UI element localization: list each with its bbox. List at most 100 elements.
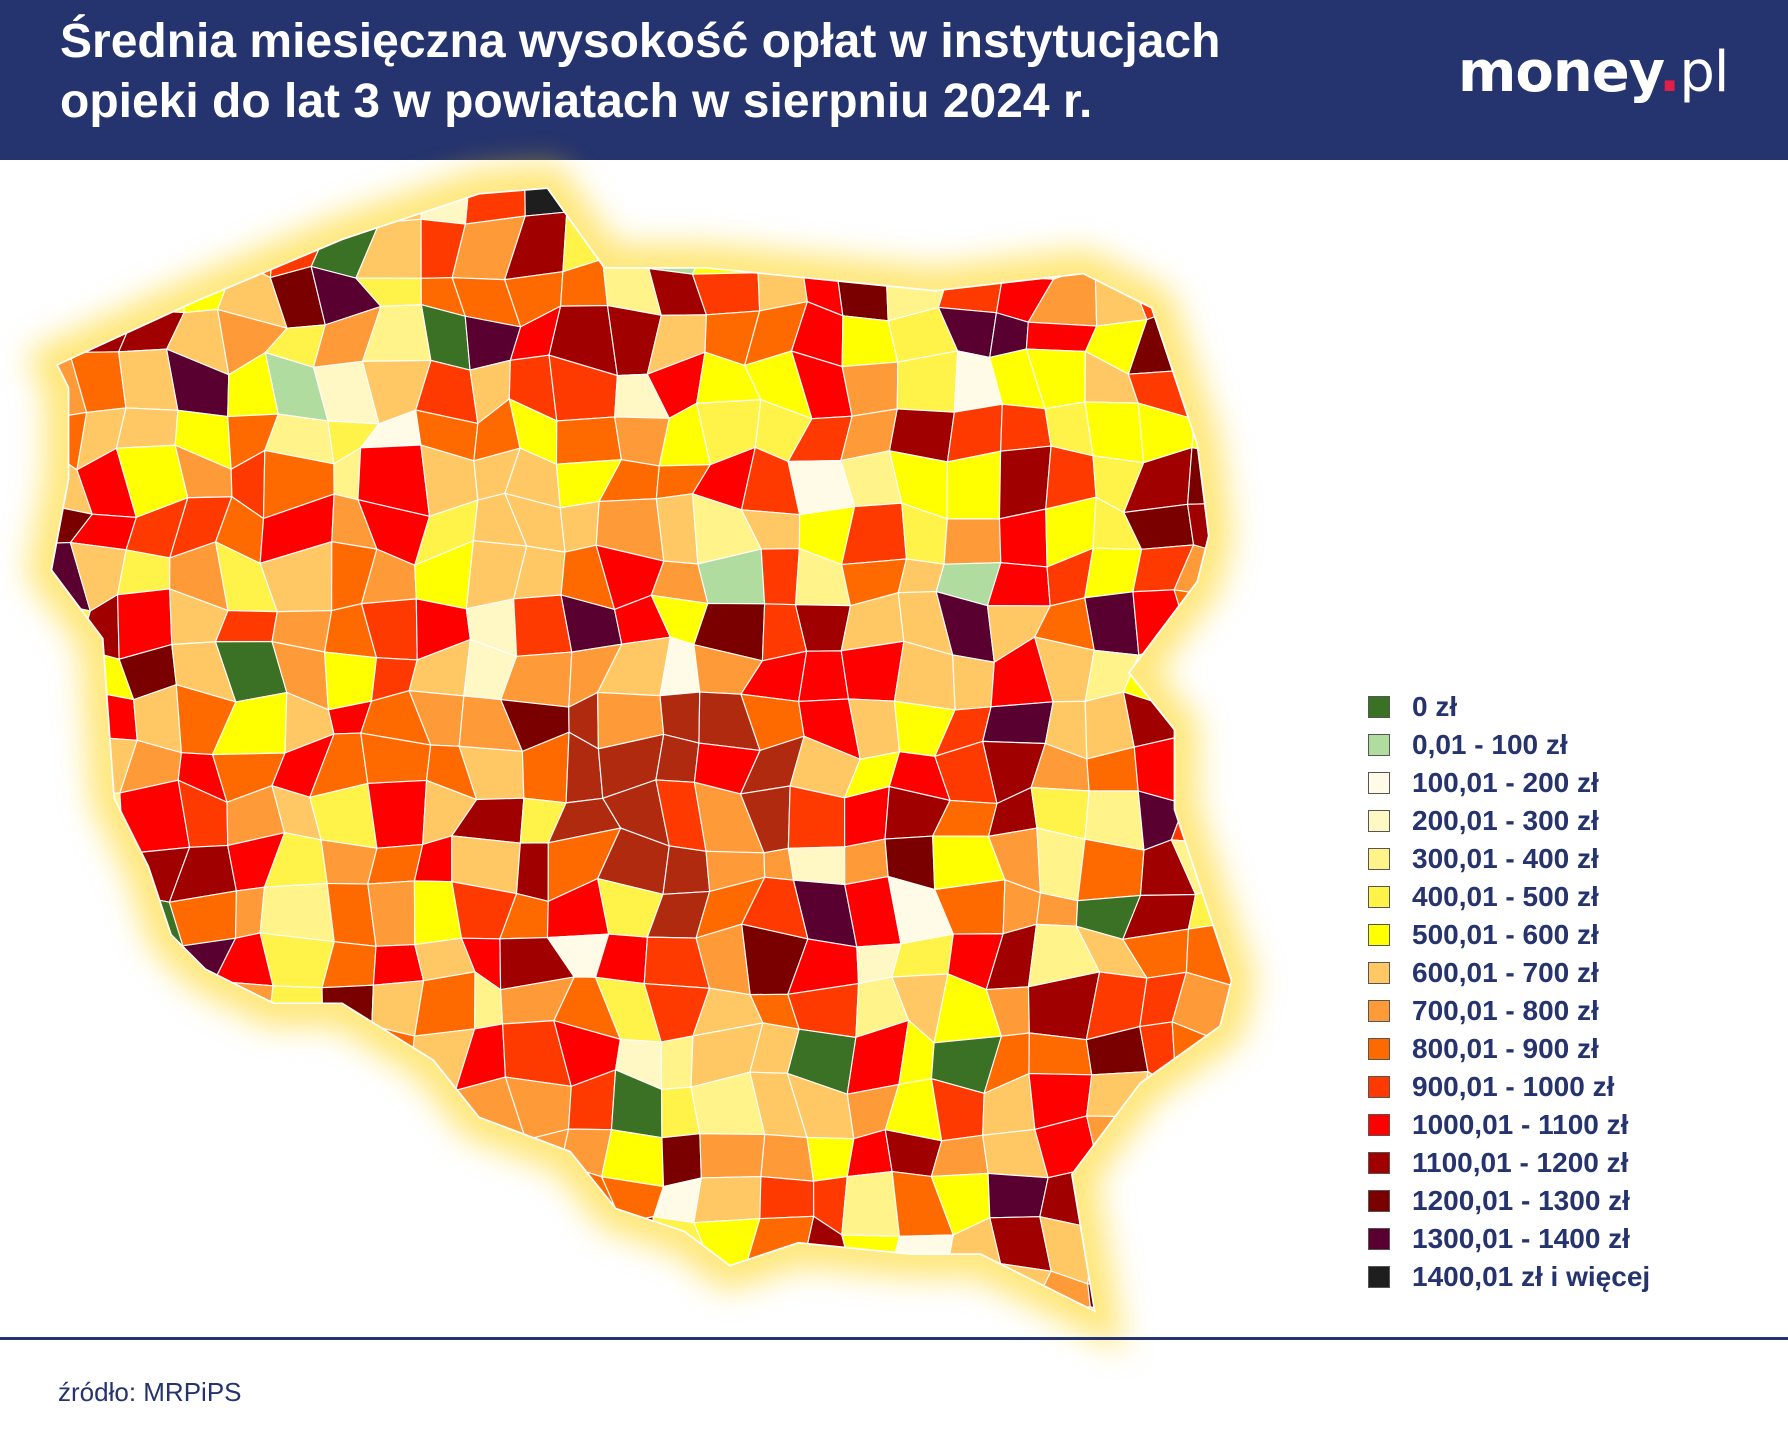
powiat-region <box>452 1211 524 1279</box>
legend-item: 100,01 - 200 zł <box>1368 764 1650 802</box>
powiat-region <box>126 188 175 218</box>
map-legend: 0 zł 0,01 - 100 zł 100,01 - 200 zł 200,01 -… <box>1368 688 1650 1296</box>
powiat-region <box>78 852 125 895</box>
powiat-region <box>77 1032 138 1092</box>
powiat-region <box>841 361 899 417</box>
powiat-region <box>368 1264 426 1312</box>
powiat-region <box>1132 1281 1179 1312</box>
powiat-region <box>266 1022 325 1088</box>
legend-label: 1200,01 - 1300 zł <box>1412 1185 1630 1216</box>
powiat-region <box>275 1268 334 1312</box>
legend-label: 1100,01 - 1200 zł <box>1412 1147 1629 1178</box>
powiat-region <box>515 842 549 903</box>
powiat-region <box>741 188 811 229</box>
powiat-region <box>1176 1117 1231 1183</box>
powiat-region <box>259 882 335 943</box>
legend-swatch <box>1368 848 1390 870</box>
legend-item: 200,01 - 300 zł <box>1368 802 1650 840</box>
powiat-region <box>760 548 801 606</box>
powiat-region <box>946 450 1002 520</box>
legend-label: 100,01 - 200 zł <box>1412 767 1599 798</box>
poland-outline <box>50 187 1233 1313</box>
powiat-region <box>662 845 711 895</box>
powiat-region <box>547 1261 613 1312</box>
powiat-region <box>1084 401 1145 464</box>
legend-swatch <box>1368 886 1390 908</box>
powiat-region <box>229 1123 287 1191</box>
powiat-region <box>699 1133 766 1179</box>
legend-item: 0 zł <box>1368 688 1650 726</box>
powiat-region <box>71 1167 131 1233</box>
powiat-region <box>841 1170 901 1237</box>
legend-item: 800,01 - 900 zł <box>1368 1030 1650 1068</box>
powiat-region <box>1027 188 1100 232</box>
legend-swatch <box>1368 734 1390 756</box>
powiat-region <box>51 930 94 999</box>
powiat-region <box>797 650 850 703</box>
powiat-region <box>367 843 424 885</box>
powiat-region <box>452 1276 524 1312</box>
powiat-region <box>1088 188 1147 231</box>
powiat-region <box>270 1222 334 1279</box>
powiat-region <box>180 1263 235 1312</box>
legend-swatch <box>1368 772 1390 794</box>
powiat-region <box>370 1169 432 1237</box>
powiat-region <box>840 640 905 702</box>
powiat-region <box>1190 211 1225 265</box>
powiat-region <box>51 788 97 855</box>
legend-label: 800,01 - 900 zł <box>1412 1033 1599 1064</box>
powiat-region <box>117 1172 168 1234</box>
powiat-region <box>896 350 959 413</box>
legend-label: 300,01 - 400 zł <box>1412 843 1599 874</box>
legend-item: 0,01 - 100 zł <box>1368 726 1650 764</box>
powiat-region <box>943 518 1002 565</box>
powiat-region <box>321 1210 381 1279</box>
powiat-region <box>356 1127 432 1178</box>
powiat-region <box>1193 263 1232 319</box>
powiat-region <box>1190 300 1232 373</box>
legend-label: 600,01 - 700 zł <box>1412 957 1599 988</box>
powiat-region <box>1076 838 1145 902</box>
powiat-region <box>1127 1116 1184 1186</box>
powiat-region <box>1127 1178 1187 1239</box>
powiat-region <box>1127 211 1195 274</box>
powiat-region <box>77 990 144 1047</box>
powiat-region <box>307 1071 381 1130</box>
powiat-region <box>283 1128 333 1191</box>
powiat-region <box>259 932 335 989</box>
powiat-region <box>512 1211 561 1278</box>
powiat-region <box>51 1167 93 1223</box>
source-note: źródło: MRPiPS <box>58 1377 242 1407</box>
powiat-region <box>987 1172 1049 1219</box>
powiat-region <box>270 1167 333 1228</box>
powiat-region <box>413 971 476 1037</box>
powiat-region <box>51 1032 95 1092</box>
powiat-region <box>215 1177 287 1237</box>
powiat-region <box>51 852 90 880</box>
header-banner: Średnia miesięczna wysokość opłat w inst… <box>0 0 1788 160</box>
powiat-region <box>893 188 957 212</box>
powiat-region <box>276 1071 325 1136</box>
powiat-region <box>655 493 699 565</box>
powiat-region <box>75 188 138 214</box>
legend-label: 1000,01 - 1100 zł <box>1412 1109 1629 1140</box>
powiat-region <box>1131 1231 1187 1286</box>
legend-swatch <box>1368 810 1390 832</box>
legend-swatch <box>1368 1000 1390 1022</box>
money-pl-logo: money.pl <box>1458 40 1729 105</box>
powiat-region <box>1176 1178 1231 1239</box>
powiat-region <box>890 1268 948 1312</box>
powiat-region <box>127 987 188 1047</box>
powiat-region <box>51 689 85 739</box>
powiat-region <box>215 1226 277 1270</box>
powiat-region <box>1028 1032 1093 1076</box>
powiat-region <box>276 188 334 219</box>
page-title: Średnia miesięczna wysokość opłat w inst… <box>60 15 1221 128</box>
powiat-region <box>1025 321 1098 352</box>
powiat-region <box>231 1019 279 1088</box>
powiat-region <box>1169 636 1232 708</box>
powiat-region <box>71 876 139 942</box>
powiat-region <box>233 1263 280 1312</box>
powiat-region <box>166 1232 235 1276</box>
